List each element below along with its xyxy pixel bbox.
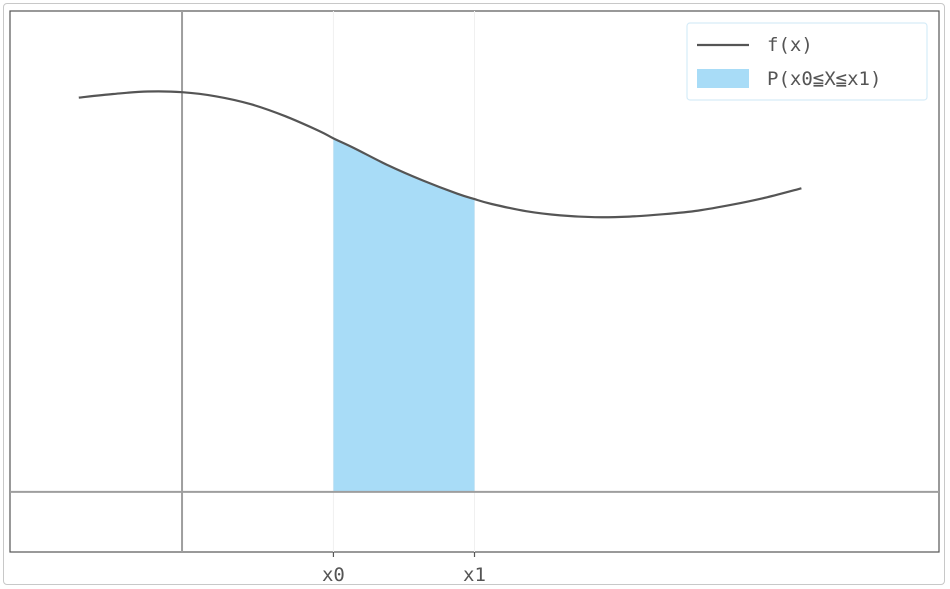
- legend-area-key: [697, 69, 749, 88]
- density-curve: [78, 90, 802, 219]
- density-line-layer: [78, 90, 802, 219]
- tick-label-x0: x0: [322, 564, 345, 586]
- legend-label-line: f(x): [767, 34, 813, 56]
- x-axis-ticks: x0 x1: [322, 552, 486, 586]
- reference-lines: [10, 11, 939, 552]
- shaded-area-layer: [333, 138, 475, 492]
- probability-area: [333, 138, 475, 492]
- legend: f(x) P(x0≦X≦x1): [686, 22, 928, 101]
- tick-label-x1: x1: [463, 564, 486, 586]
- legend-label-area: P(x0≦X≦x1): [767, 68, 881, 90]
